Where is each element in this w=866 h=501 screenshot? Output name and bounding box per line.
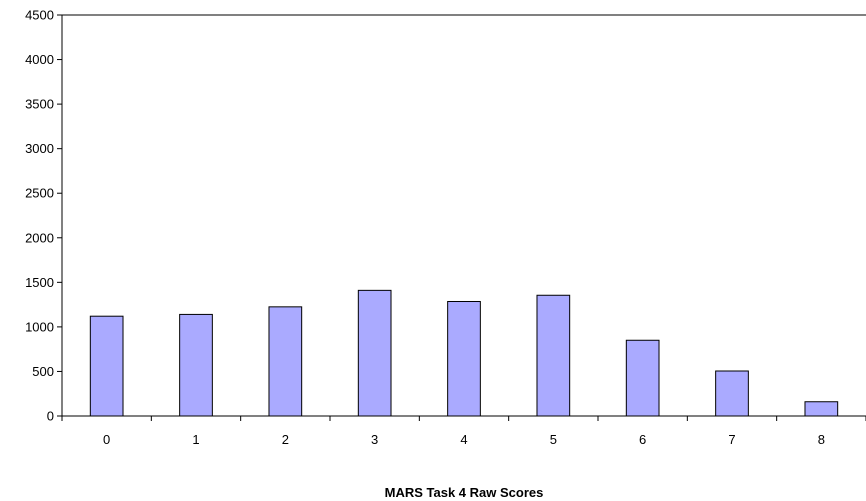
x-tick-label: 6 xyxy=(639,432,646,447)
x-tick-label: 3 xyxy=(371,432,378,447)
y-tick-label: 1500 xyxy=(25,275,54,290)
bar-3 xyxy=(357,289,392,417)
x-tick-label: 7 xyxy=(728,432,735,447)
x-tick-label: 0 xyxy=(103,432,110,447)
x-tick-label: 2 xyxy=(282,432,289,447)
x-axis-ticks: 0 1 2 3 4 5 6 7 8 xyxy=(61,416,866,447)
bar-2 xyxy=(268,306,303,417)
x-axis-title: MARS Task 4 Raw Scores xyxy=(385,485,544,500)
y-tick-label: 2000 xyxy=(25,230,54,245)
bar-5 xyxy=(536,294,571,417)
y-tick-label: 3500 xyxy=(25,97,54,112)
x-tick-label: 4 xyxy=(460,432,467,447)
bar-7 xyxy=(715,370,749,417)
y-tick-label: 500 xyxy=(32,364,54,379)
x-tick-label: 1 xyxy=(192,432,199,447)
y-tick-label: 3000 xyxy=(25,141,54,156)
bars xyxy=(89,289,839,417)
bar-0 xyxy=(89,315,124,417)
bar-8 xyxy=(804,401,839,417)
bar-6 xyxy=(625,339,660,417)
y-axis-ticks: 0 500 1000 1500 2000 2500 3000 3500 4000 4500 xyxy=(25,8,62,424)
bar-4 xyxy=(447,300,481,417)
x-tick-label: 8 xyxy=(818,432,825,447)
y-tick-label: 1000 xyxy=(25,319,54,334)
y-tick-label: 4500 xyxy=(25,8,54,23)
y-tick-label: 2500 xyxy=(25,186,54,201)
y-tick-label: 4000 xyxy=(25,52,54,67)
bar-1 xyxy=(179,313,213,417)
y-tick-label: 0 xyxy=(47,409,54,424)
x-tick-label: 5 xyxy=(550,432,557,447)
